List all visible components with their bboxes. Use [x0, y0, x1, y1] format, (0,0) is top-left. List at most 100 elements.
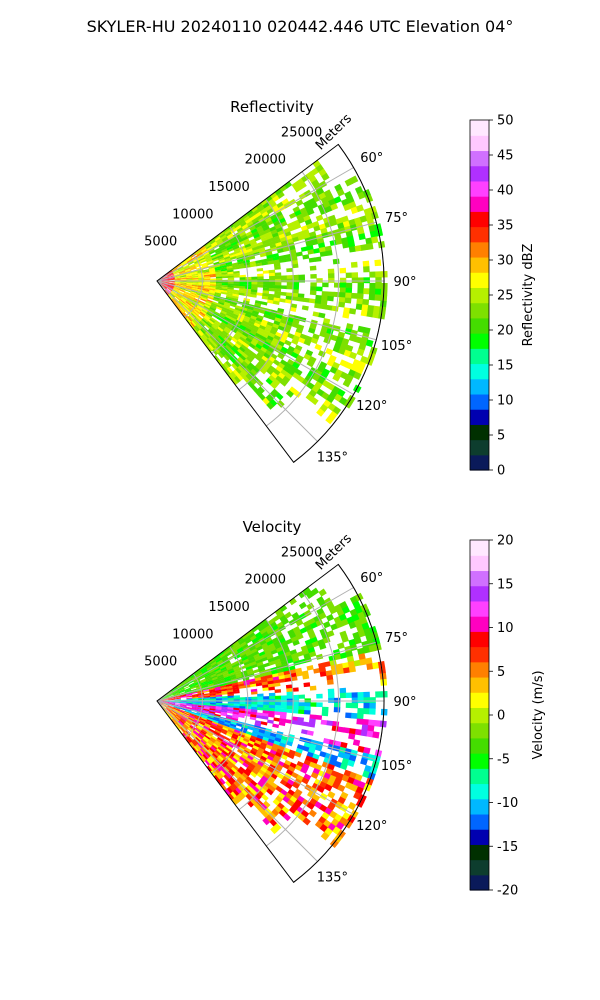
field-cell [239, 247, 247, 253]
field-cell [267, 738, 275, 744]
field-cell [298, 702, 305, 707]
field-cell [217, 755, 225, 762]
field-cell [280, 708, 288, 713]
field-cell [275, 795, 283, 803]
field-cell [202, 711, 210, 715]
field-cell [240, 670, 248, 675]
field-cell [187, 728, 193, 734]
field-cell [275, 734, 283, 740]
field-cell [199, 300, 206, 305]
field-cell [309, 685, 317, 691]
field-cell [328, 277, 335, 283]
field-cell [322, 282, 329, 288]
field-cell [227, 691, 234, 695]
field-cell [162, 696, 169, 699]
field-cell [174, 281, 182, 283]
field-cell [167, 273, 174, 277]
field-cell [170, 291, 177, 296]
field-cell [286, 267, 293, 273]
field-cell [178, 269, 186, 273]
field-cell [314, 343, 323, 351]
field-cell [231, 682, 239, 686]
field-cell [219, 777, 226, 785]
field-cell [190, 290, 198, 294]
field-cell [226, 710, 234, 714]
field-cell [261, 752, 269, 759]
field-cell [253, 208, 261, 216]
field-cell [344, 328, 353, 336]
field-cell [192, 747, 198, 754]
field-cell [253, 346, 261, 353]
field-cell [193, 300, 200, 305]
field-cell [193, 746, 200, 753]
field-cell [314, 303, 322, 309]
field-cell [176, 712, 183, 717]
field-cell [202, 684, 209, 689]
field-cell [227, 271, 234, 275]
field-cell [354, 245, 362, 252]
field-cell [204, 698, 211, 701]
field-cell [197, 734, 203, 741]
field-cell [168, 281, 176, 283]
field-cell [235, 350, 242, 358]
field-cell [341, 757, 350, 766]
field-cell [282, 795, 291, 804]
field-cell [211, 313, 219, 319]
field-cell [179, 288, 186, 292]
field-cell [231, 295, 239, 300]
field-cell [198, 749, 205, 756]
field-cell [252, 325, 260, 331]
field-cell [190, 253, 197, 258]
field-cell [302, 745, 310, 752]
field-cell [219, 753, 226, 760]
colorbar-step [470, 317, 489, 334]
field-cell [360, 309, 368, 317]
field-cell [300, 246, 308, 252]
field-cell [197, 707, 205, 711]
field-cell [210, 736, 217, 742]
field-cell [243, 215, 251, 222]
field-cell [175, 723, 181, 729]
field-cell [214, 329, 222, 336]
field-cell [250, 368, 258, 376]
field-cell [215, 289, 222, 292]
field-cell [237, 338, 245, 345]
field-cell [213, 759, 220, 767]
field-cell [331, 781, 341, 790]
field-cell [198, 254, 205, 259]
field-cell [174, 698, 181, 700]
field-cell [213, 774, 220, 782]
field-cell [215, 701, 223, 704]
field-cell [341, 618, 350, 627]
field-cell [320, 719, 328, 726]
field-cell [310, 337, 319, 345]
field-cell [206, 345, 213, 353]
field-cell [171, 687, 178, 692]
field-cell [211, 721, 219, 726]
field-cell [226, 245, 234, 251]
field-cell [191, 285, 199, 288]
field-cell [269, 281, 276, 286]
field-cell [307, 249, 315, 255]
field-cell [306, 665, 314, 671]
field-cell [241, 236, 249, 242]
field-cell [213, 331, 220, 338]
field-cell [280, 346, 289, 353]
field-cell [185, 720, 192, 726]
field-cell [232, 220, 240, 227]
field-cell [327, 693, 335, 699]
colorbar-tick-label: 40 [497, 184, 514, 199]
field-cell [230, 346, 238, 354]
field-cell [230, 661, 238, 667]
field-cell [330, 623, 339, 631]
field-cell [270, 340, 278, 348]
field-cell [233, 283, 241, 287]
field-cell [207, 295, 215, 299]
field-cell [247, 353, 256, 361]
field-cell [227, 703, 235, 706]
field-cell [194, 745, 201, 752]
field-cell [178, 709, 185, 713]
field-cell [173, 287, 180, 290]
